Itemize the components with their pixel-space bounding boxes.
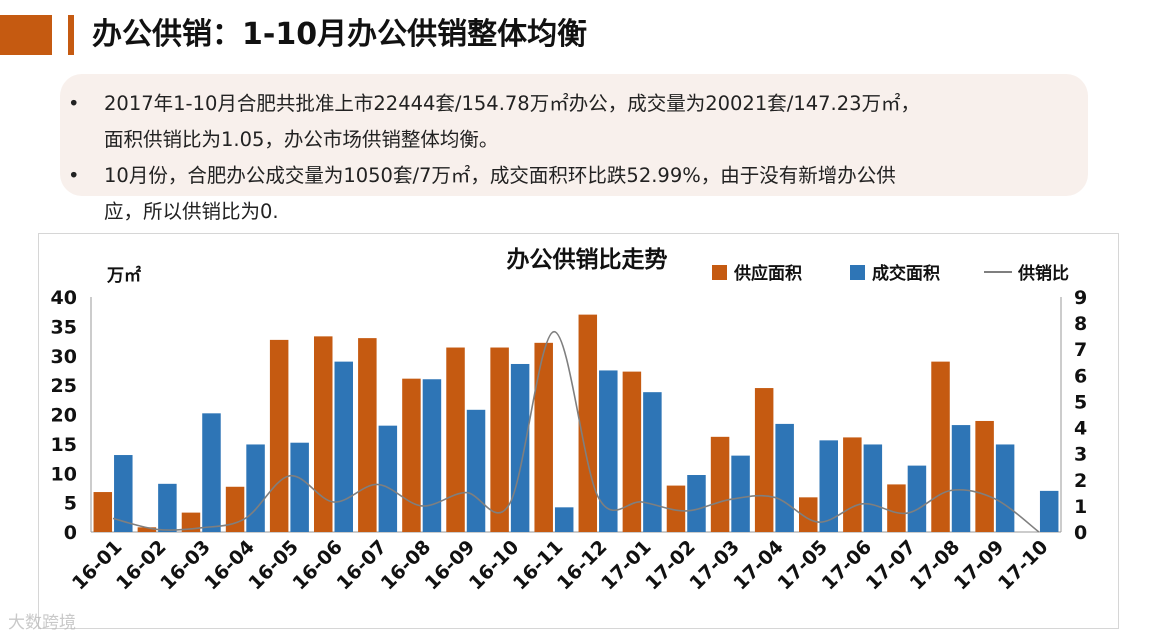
y2-tick-label: 5 [1074, 391, 1087, 413]
supply-bar [269, 339, 289, 532]
page-title: 办公供销：1-10月办公供销整体均衡 [92, 17, 588, 52]
deal-bar [775, 423, 794, 532]
title-accent-block [0, 15, 52, 55]
deal-bar [687, 475, 706, 532]
deal-bar [554, 507, 574, 532]
supply-bar [137, 527, 157, 532]
supply-bar [975, 420, 994, 532]
deal-bar [422, 379, 442, 532]
y-tick-label: 15 [51, 434, 77, 456]
supply-bar [534, 342, 553, 532]
title-accent-stripe [68, 15, 74, 55]
y2-tick-label: 8 [1074, 313, 1087, 335]
y2-tick-label: 1 [1074, 496, 1087, 518]
y2-tick-label: 0 [1074, 522, 1087, 544]
y2-tick-label: 9 [1074, 287, 1087, 309]
deal-bar [643, 392, 662, 532]
deal-bar [819, 440, 838, 532]
summary-panel [60, 74, 1088, 196]
y-tick-label: 0 [64, 522, 77, 544]
summary-bullet-line: 10月份，合肥办公成交量为1050套/7万㎡，成交面积环比跌52.99%，由于没… [104, 164, 896, 187]
deal-bar [907, 465, 927, 532]
deal-bar [995, 444, 1015, 532]
deal-bar [290, 442, 309, 532]
deal-bar [863, 444, 883, 532]
deal-bar [246, 444, 265, 532]
deal-bar [599, 370, 618, 532]
y2-tick-label: 6 [1074, 365, 1087, 387]
deal-bar [378, 425, 398, 532]
watermark-logo: 大数跨境 [8, 613, 76, 633]
legend-label: 成交面积 [872, 263, 940, 284]
supply-bar [843, 437, 862, 532]
y-tick-label: 10 [51, 463, 77, 485]
supply-bar [931, 361, 950, 532]
supply-bar [181, 512, 201, 532]
supply-bar [666, 485, 686, 532]
y-tick-label: 30 [51, 346, 77, 368]
summary-bullet-line: 2017年1-10月合肥共批准上市22444套/154.78万㎡办公，成交量为2… [104, 92, 921, 115]
y-tick-label: 25 [51, 375, 77, 397]
legend-label: 供销比 [1017, 263, 1069, 284]
legend-swatch [712, 265, 727, 280]
y2-tick-label: 3 [1074, 444, 1087, 466]
supply-bar [622, 371, 642, 532]
deal-bar [158, 483, 177, 532]
y-tick-label: 20 [51, 405, 77, 427]
y2-tick-label: 4 [1074, 418, 1087, 440]
supply-bar [402, 378, 421, 532]
supply-bar [578, 314, 598, 532]
supply-bar [710, 436, 730, 532]
deal-bar [334, 361, 353, 532]
legend-label: 供应面积 [733, 263, 802, 284]
y-tick-label: 35 [51, 316, 77, 338]
summary-bullet-text: 10月份，合肥办公成交量为1050套/7万㎡，成交面积环比跌52.99%，由于没… [104, 158, 1078, 230]
bullet-dot-icon: • [68, 92, 80, 115]
summary-bullet-line: 面积供销比为1.05，办公市场供销整体均衡。 [104, 128, 499, 151]
deal-bar [202, 413, 221, 532]
chart-frame [38, 233, 1119, 629]
supply-bar [446, 347, 465, 532]
supply-bar [93, 492, 113, 532]
x-tick-label: 17-10 [994, 536, 1053, 595]
supply-bar [314, 336, 333, 532]
supply-bar [754, 388, 774, 532]
summary-bullet-text: 2017年1-10月合肥共批准上市22444套/154.78万㎡办公，成交量为2… [104, 86, 1078, 158]
supply-bar [887, 484, 906, 532]
deal-bar [1039, 490, 1059, 532]
legend-swatch [850, 265, 865, 280]
summary-bullet-line: 应，所以供销比为0. [104, 200, 279, 223]
chart-title: 办公供销比走势 [507, 246, 668, 273]
y-tick-label: 5 [64, 493, 77, 515]
deal-bar [951, 425, 971, 532]
y2-tick-label: 7 [1074, 339, 1087, 361]
supply-bar [490, 347, 509, 532]
ratio-line [112, 330, 1040, 533]
supply-bar [799, 497, 818, 532]
deal-bar [466, 409, 486, 532]
supply-bar [358, 338, 377, 532]
y2-tick-label: 2 [1074, 470, 1087, 492]
y-axis-label: 万㎡ [106, 265, 141, 286]
deal-bar [114, 455, 133, 532]
y-tick-label: 40 [51, 287, 77, 309]
deal-bar [510, 363, 530, 532]
bullet-dot-icon: • [68, 164, 80, 187]
deal-bar [731, 455, 750, 532]
